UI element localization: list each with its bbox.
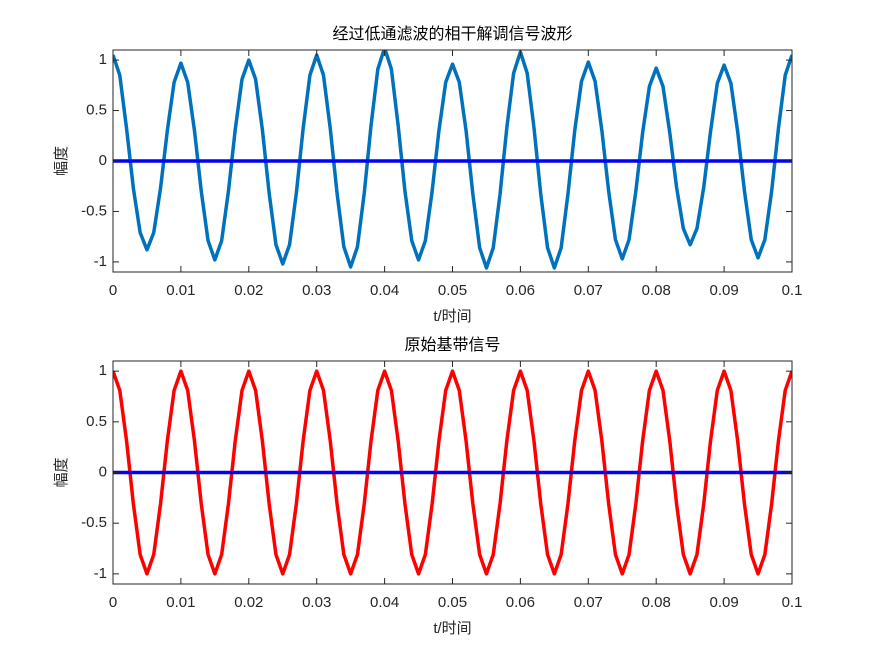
y-tick-label: -1 — [94, 565, 107, 582]
x-tick-label: 0.02 — [234, 282, 263, 299]
subplot: 0 0.01 0.02 0.03 0.04 0.05 0.06 0.07 0.08 0.09 0.1… — [53, 336, 802, 637]
y-tick-label: 1 — [99, 362, 107, 379]
x-tick-label: 0.07 — [574, 594, 603, 611]
series-line — [113, 50, 792, 270]
y-tick-label: 0 — [99, 463, 107, 480]
x-tick-label: 0 — [109, 282, 117, 299]
x-tick-label: 0.09 — [709, 594, 738, 611]
x-tick-label: 0.09 — [709, 282, 738, 299]
x-tick-label: 0.01 — [166, 282, 195, 299]
x-tick-label: 0.05 — [438, 282, 467, 299]
y-tick-label: 0.5 — [86, 102, 107, 119]
x-tick-label: 0.1 — [782, 282, 803, 299]
x-axis-label: t/时间 — [433, 620, 471, 637]
y-tick-label: -0.5 — [81, 514, 107, 531]
y-tick-label: 0.5 — [86, 413, 107, 430]
x-tick-label: 0.06 — [506, 282, 535, 299]
subplot: 0 0.01 0.02 0.03 0.04 0.05 0.06 0.07 0.08 0.09 0.1… — [53, 25, 802, 325]
x-tick-label: 0.01 — [166, 594, 195, 611]
x-tick-label: 0.08 — [642, 594, 671, 611]
x-tick-label: 0.02 — [234, 594, 263, 611]
y-tick-label: 0 — [99, 152, 107, 169]
x-tick-label: 0.05 — [438, 594, 467, 611]
y-axis-label: 幅度 — [53, 457, 70, 487]
x-axis-label: t/时间 — [433, 308, 471, 325]
y-tick-label: -0.5 — [81, 202, 107, 219]
x-tick-label: 0 — [109, 594, 117, 611]
x-tick-label: 0.07 — [574, 282, 603, 299]
x-tick-label: 0.03 — [302, 282, 331, 299]
x-tick-label: 0.04 — [370, 594, 399, 611]
x-tick-label: 0.1 — [782, 594, 803, 611]
series-line — [113, 369, 792, 576]
x-tick-label: 0.04 — [370, 282, 399, 299]
y-axis-label: 幅度 — [53, 146, 70, 176]
chart-title: 经过低通滤波的相干解调信号波形 — [332, 25, 572, 43]
chart-title: 原始基带信号 — [404, 336, 500, 354]
x-tick-label: 0.08 — [642, 282, 671, 299]
x-tick-label: 0.06 — [506, 594, 535, 611]
y-tick-label: 1 — [99, 51, 107, 68]
x-tick-label: 0.03 — [302, 594, 331, 611]
y-tick-label: -1 — [94, 253, 107, 270]
